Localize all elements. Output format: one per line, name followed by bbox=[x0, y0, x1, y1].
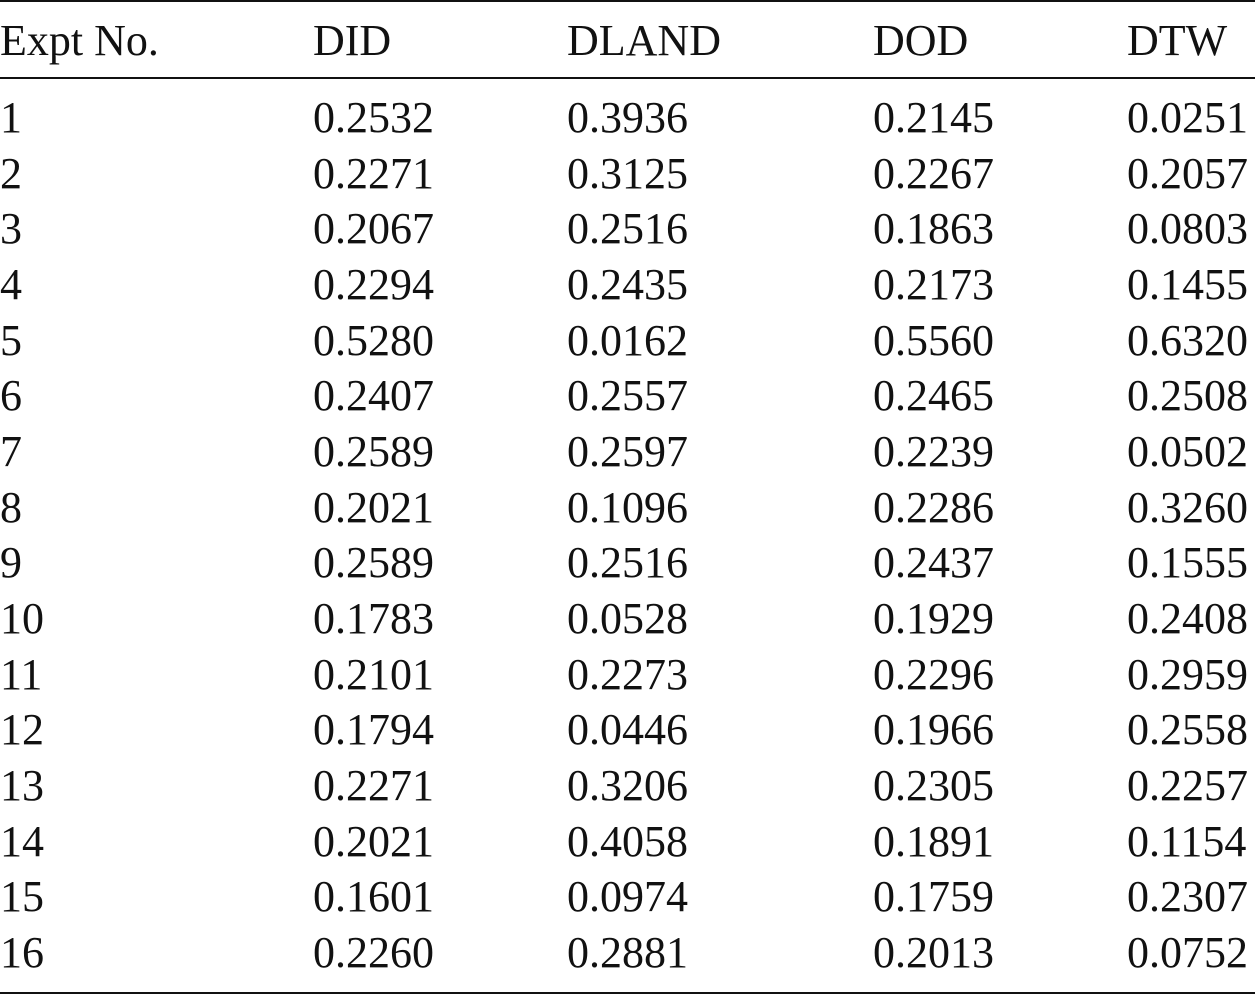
table-cell: 0.3206 bbox=[567, 761, 688, 810]
table-cell: 0.1601 bbox=[313, 872, 434, 922]
column-header: Expt No. bbox=[0, 16, 159, 65]
table-cell: 0.2465 bbox=[873, 371, 994, 421]
table-cell: 0.2516 bbox=[567, 538, 688, 588]
row-label: 9 bbox=[0, 538, 22, 588]
table-cell: 0.1794 bbox=[313, 705, 434, 755]
table-cell: 0.2173 bbox=[873, 260, 994, 309]
table-cell: 0.2271 bbox=[313, 148, 434, 198]
table-cell: 0.2294 bbox=[313, 260, 434, 309]
table-cell: 0.2589 bbox=[313, 538, 434, 588]
row-label: 5 bbox=[0, 315, 22, 365]
row-label: 1 bbox=[0, 93, 22, 142]
table-cell: 0.2271 bbox=[313, 761, 434, 810]
table-cell: 0.2286 bbox=[873, 482, 994, 532]
table-cell: 0.2305 bbox=[873, 761, 994, 810]
table-cell: 0.2435 bbox=[567, 260, 688, 309]
table-cell: 0.1759 bbox=[873, 872, 994, 922]
table-cell: 0.2589 bbox=[313, 427, 434, 476]
row-label: 8 bbox=[0, 482, 22, 532]
table-cell: 0.4058 bbox=[567, 816, 688, 866]
row-label: 11 bbox=[0, 649, 43, 699]
table-cell: 0.3936 bbox=[567, 93, 688, 142]
table-cell: 0.2558 bbox=[1127, 705, 1248, 755]
table-cell: 0.1863 bbox=[873, 204, 994, 254]
table-cell: 0.2532 bbox=[313, 93, 434, 142]
table-cell: 0.2013 bbox=[873, 928, 994, 977]
table-cell: 0.2257 bbox=[1127, 761, 1248, 810]
table-cell: 0.2508 bbox=[1127, 371, 1248, 421]
table-cell: 0.0162 bbox=[567, 315, 688, 365]
table-cell: 0.2959 bbox=[1127, 649, 1248, 699]
table-cell: 0.1555 bbox=[1127, 538, 1248, 588]
table-cell: 0.2273 bbox=[567, 649, 688, 699]
table-cell: 0.6320 bbox=[1127, 315, 1248, 365]
row-label: 6 bbox=[0, 371, 22, 421]
table-cell: 0.2296 bbox=[873, 649, 994, 699]
table-cell: 0.2145 bbox=[873, 93, 994, 142]
column-header: DOD bbox=[873, 16, 969, 65]
table-cell: 0.1783 bbox=[313, 594, 434, 643]
table-cell: 0.0803 bbox=[1127, 204, 1248, 254]
table-cell: 0.2408 bbox=[1127, 594, 1248, 643]
table-cell: 0.2881 bbox=[567, 928, 688, 977]
column-header: DTW bbox=[1127, 16, 1228, 65]
table-cell: 0.2597 bbox=[567, 427, 688, 476]
table-cell: 0.3260 bbox=[1127, 482, 1248, 532]
table-cell: 0.2407 bbox=[313, 371, 434, 421]
column-header: DID bbox=[313, 16, 392, 65]
table-cell: 0.1154 bbox=[1127, 816, 1247, 866]
column-header: DLAND bbox=[567, 16, 721, 65]
table-cell: 0.2021 bbox=[313, 816, 434, 866]
row-label: 4 bbox=[0, 260, 22, 309]
table-cell: 0.2516 bbox=[567, 204, 688, 254]
row-label: 14 bbox=[0, 816, 44, 866]
row-label: 7 bbox=[0, 427, 22, 476]
table-cell: 0.3125 bbox=[567, 148, 688, 198]
table-cell: 0.0502 bbox=[1127, 427, 1248, 476]
top-rule bbox=[0, 0, 1255, 2]
row-label: 13 bbox=[0, 761, 44, 810]
table-cell: 0.2101 bbox=[313, 649, 434, 699]
table-cell: 0.2239 bbox=[873, 427, 994, 476]
table-cell: 0.1891 bbox=[873, 816, 994, 866]
table-cell: 0.1966 bbox=[873, 705, 994, 755]
table-cell: 0.1455 bbox=[1127, 260, 1248, 309]
table-cell: 0.0974 bbox=[567, 872, 688, 922]
table-cell: 0.2267 bbox=[873, 148, 994, 198]
table-cell: 0.2057 bbox=[1127, 148, 1248, 198]
table-cell: 0.1096 bbox=[567, 482, 688, 532]
table-cell: 0.2067 bbox=[313, 204, 434, 254]
table-cell: 0.2307 bbox=[1127, 872, 1248, 922]
table-cell: 0.2437 bbox=[873, 538, 994, 588]
bottom-rule bbox=[0, 992, 1255, 994]
header-rule bbox=[0, 77, 1255, 79]
row-label: 16 bbox=[0, 928, 44, 977]
row-label: 12 bbox=[0, 705, 44, 755]
table-cell: 0.2021 bbox=[313, 482, 434, 532]
table-cell: 0.2557 bbox=[567, 371, 688, 421]
row-label: 3 bbox=[0, 204, 22, 254]
row-label: 2 bbox=[0, 148, 22, 198]
table-cell: 0.1929 bbox=[873, 594, 994, 643]
table-cell: 0.0528 bbox=[567, 594, 688, 643]
table-cell: 0.0251 bbox=[1127, 93, 1248, 142]
row-label: 15 bbox=[0, 872, 44, 922]
table-cell: 0.2260 bbox=[313, 928, 434, 977]
table-cell: 0.5560 bbox=[873, 315, 994, 365]
table-cell: 0.0752 bbox=[1127, 928, 1248, 977]
row-label: 10 bbox=[0, 594, 44, 643]
table-cell: 0.5280 bbox=[313, 315, 434, 365]
table-cell: 0.0446 bbox=[567, 705, 688, 755]
